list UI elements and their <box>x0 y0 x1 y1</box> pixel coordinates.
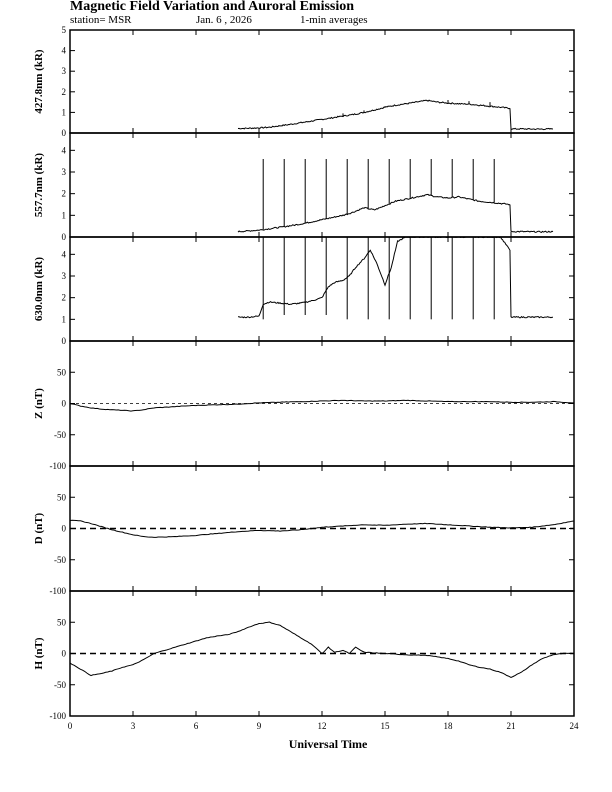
drop-line-p6300 <box>509 249 512 318</box>
chart-title: Magnetic Field Variation and Auroral Emi… <box>70 0 354 14</box>
series-tail-p6300 <box>510 315 554 319</box>
panel-frame-p6300 <box>69 236 575 342</box>
ytick-label-p4278: 4 <box>62 46 67 56</box>
ytick-label-p6300: 4 <box>62 249 67 259</box>
y-axis-label-p4278: 427.8nm (kR) <box>33 49 45 114</box>
y-axis-label-p5577: 557.7nm (kR) <box>33 153 45 218</box>
averaging-label: 1-min averages <box>300 14 368 26</box>
ytick-label-p5577: 4 <box>62 145 67 155</box>
ytick-label-pZ: 50 <box>57 367 67 377</box>
series-line-p4278 <box>237 99 511 130</box>
ytick-label-pZ: -100 <box>50 461 67 471</box>
ytick-label-p6300: 3 <box>62 271 67 281</box>
ytick-label-pD: -100 <box>50 586 67 596</box>
y-axis-label-pH: H (nT) <box>33 637 45 669</box>
xtick-label: 24 <box>570 721 580 731</box>
x-axis-label: Universal Time <box>289 737 368 751</box>
series-tail-p5577 <box>510 230 554 233</box>
y-axis-label-pD: D (nT) <box>33 512 45 544</box>
series-line-pD <box>69 519 575 538</box>
ytick-label-p5577: 0 <box>62 232 67 242</box>
y-axis-label-p6300: 630.0nm (kR) <box>33 257 45 322</box>
ytick-label-p4278: 2 <box>62 87 67 97</box>
ytick-label-pD: -50 <box>54 555 66 565</box>
drop-line-p5577 <box>509 204 512 232</box>
xtick-label: 18 <box>444 721 454 731</box>
xtick-label: 3 <box>131 721 136 731</box>
ytick-label-p4278: 0 <box>62 128 67 138</box>
xtick-label: 0 <box>68 721 73 731</box>
ytick-label-pD: 50 <box>57 492 67 502</box>
series-line-pH <box>69 621 575 678</box>
ytick-label-p6300: 1 <box>62 314 67 324</box>
panel-frame-p4278 <box>69 29 575 134</box>
panel-frame-p5577 <box>69 132 575 238</box>
series-line-pZ <box>69 399 574 412</box>
y-axis-label-pZ: Z (nT) <box>33 388 45 419</box>
ytick-label-p6300: 0 <box>62 336 67 346</box>
ytick-label-p5577: 3 <box>62 167 67 177</box>
xtick-label: 12 <box>318 721 327 731</box>
ytick-label-pH: 50 <box>57 617 67 627</box>
series-line-p5577 <box>237 193 511 233</box>
xtick-label: 6 <box>194 721 199 731</box>
xtick-label: 21 <box>507 721 516 731</box>
ytick-label-pD: 0 <box>62 524 67 534</box>
xtick-label: 15 <box>381 721 391 731</box>
ytick-label-p4278: 5 <box>62 25 67 35</box>
ytick-label-p4278: 3 <box>62 66 67 76</box>
ytick-label-pZ: 0 <box>62 399 67 409</box>
ytick-label-pZ: -50 <box>54 430 66 440</box>
station-label: station= MSR <box>70 14 132 26</box>
ytick-label-pH: -50 <box>54 680 66 690</box>
xtick-label: 9 <box>257 721 262 731</box>
ytick-label-p5577: 1 <box>62 210 67 220</box>
ytick-label-p6300: 2 <box>62 293 67 303</box>
series-tail-p4278 <box>510 127 554 131</box>
drop-line-p4278 <box>509 108 512 129</box>
ytick-label-p5577: 2 <box>62 189 67 199</box>
ytick-label-pH: -100 <box>50 711 67 721</box>
series-line-p6300 <box>238 236 511 319</box>
ytick-label-p4278: 1 <box>62 107 67 117</box>
date-label: Jan. 6 , 2026 <box>196 14 252 26</box>
ytick-label-pH: 0 <box>62 649 67 659</box>
